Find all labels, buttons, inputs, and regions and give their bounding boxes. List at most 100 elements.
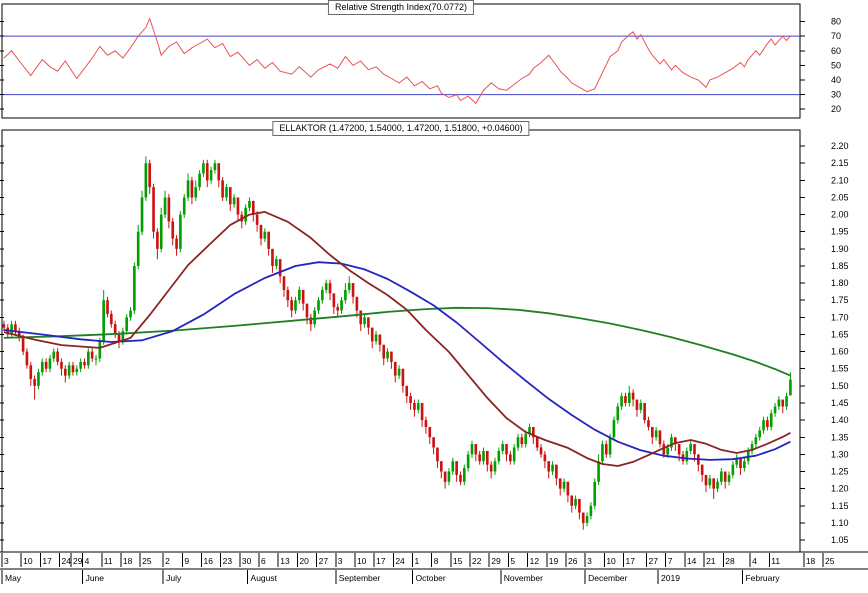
price-y-tick-label: 2.10 bbox=[831, 175, 849, 185]
down-candle bbox=[117, 334, 121, 342]
down-candle bbox=[378, 334, 382, 345]
up-candle bbox=[48, 358, 52, 369]
up-candle bbox=[597, 461, 600, 482]
rsi-y-tick-label: 40 bbox=[831, 75, 841, 85]
x-axis-day-label: 17 bbox=[42, 556, 52, 566]
price-y-tick-label: 1.80 bbox=[831, 278, 849, 288]
down-candle bbox=[286, 289, 290, 301]
down-candle bbox=[255, 214, 259, 225]
down-candle bbox=[420, 402, 424, 421]
rsi-indicator-line bbox=[3, 17, 791, 105]
down-candle bbox=[662, 444, 666, 455]
down-candle bbox=[152, 187, 155, 232]
up-candle bbox=[202, 163, 205, 174]
x-axis-day-label: 18 bbox=[806, 556, 816, 566]
up-candle bbox=[762, 420, 765, 431]
up-candle bbox=[601, 444, 604, 462]
up-candle bbox=[773, 406, 777, 414]
price-y-tick-label: 1.55 bbox=[831, 364, 849, 374]
down-candle bbox=[351, 283, 355, 297]
price-y-tick-label: 1.25 bbox=[831, 467, 849, 477]
up-candle bbox=[462, 468, 466, 482]
down-candle bbox=[535, 437, 539, 448]
down-candle bbox=[558, 478, 562, 489]
price-panel-title: ELLAKTOR (1.47200, 1.54000, 1.47200, 1.5… bbox=[272, 121, 530, 136]
up-candle bbox=[416, 402, 420, 410]
x-axis-day-label: 11 bbox=[104, 556, 113, 566]
down-candle bbox=[106, 300, 109, 314]
up-candle bbox=[363, 317, 366, 325]
up-candle bbox=[294, 300, 297, 311]
x-axis-day-label: 5 bbox=[510, 556, 515, 566]
x-axis-day-label: 25 bbox=[142, 556, 152, 566]
price-y-tick-label: 1.35 bbox=[831, 432, 849, 442]
ma-medium-line bbox=[3, 261, 791, 461]
up-candle bbox=[482, 450, 485, 462]
down-candle bbox=[401, 368, 405, 386]
x-axis-month-label: December bbox=[588, 573, 627, 583]
down-candle bbox=[33, 379, 36, 386]
x-axis-day-label: 24 bbox=[395, 556, 405, 566]
price-y-tick-label: 1.85 bbox=[831, 261, 849, 271]
up-candle bbox=[447, 471, 451, 482]
x-axis-month-label: October bbox=[416, 573, 446, 583]
up-candle bbox=[274, 259, 278, 266]
up-candle bbox=[244, 207, 247, 222]
x-axis: 3 10 17 24 29 4 11 18 25 2 9 16 23 30 6 13 20 27 3 10 17 24 1 8… bbox=[1, 553, 835, 584]
up-candle bbox=[125, 317, 129, 332]
up-candle bbox=[40, 361, 44, 373]
down-candle bbox=[370, 327, 374, 342]
x-axis-day-label: 28 bbox=[725, 556, 735, 566]
down-candle bbox=[436, 447, 439, 462]
up-candle bbox=[121, 331, 125, 342]
x-axis-day-label: 6 bbox=[261, 556, 266, 566]
down-candle bbox=[259, 224, 263, 239]
down-candle bbox=[486, 450, 489, 465]
up-candle bbox=[344, 289, 347, 301]
x-axis-day-label: 25 bbox=[825, 556, 835, 566]
x-axis-day-label: 29 bbox=[73, 556, 83, 566]
down-candle bbox=[278, 259, 282, 277]
up-candle bbox=[639, 402, 643, 410]
x-axis-day-label: 15 bbox=[453, 556, 463, 566]
down-candle bbox=[704, 474, 708, 486]
down-candle bbox=[459, 474, 462, 482]
up-candle bbox=[186, 180, 190, 198]
x-axis-day-label: 27 bbox=[649, 556, 659, 566]
price-y-tick-label: 1.20 bbox=[831, 484, 849, 494]
up-candle bbox=[94, 358, 98, 360]
rsi-y-tick-label: 70 bbox=[831, 31, 841, 41]
up-candle bbox=[789, 379, 792, 396]
price-y-tick-label: 1.30 bbox=[831, 449, 849, 459]
down-candle bbox=[624, 396, 627, 403]
down-candle bbox=[56, 351, 59, 362]
down-candle bbox=[271, 248, 274, 266]
up-candle bbox=[136, 231, 140, 266]
up-candle bbox=[232, 197, 236, 205]
x-axis-month-label: July bbox=[166, 573, 182, 583]
price-y-tick-label: 1.50 bbox=[831, 381, 849, 391]
x-axis-day-label: 21 bbox=[706, 556, 716, 566]
down-candle bbox=[367, 317, 370, 328]
up-candle bbox=[497, 450, 501, 462]
up-candle bbox=[470, 444, 474, 455]
up-candle bbox=[324, 283, 328, 290]
down-candle bbox=[712, 478, 715, 489]
up-candle bbox=[386, 351, 389, 359]
rsi-panel-title: Relative Strength Index(70.0772) bbox=[327, 0, 475, 15]
down-candle bbox=[723, 471, 727, 482]
x-axis-day-label: 11 bbox=[771, 556, 780, 566]
price-y-tick-label: 1.75 bbox=[831, 295, 849, 305]
x-axis-day-label: 18 bbox=[123, 556, 133, 566]
down-candle bbox=[409, 396, 412, 403]
down-candle bbox=[505, 444, 508, 455]
up-candle bbox=[98, 341, 102, 359]
x-axis-day-label: 22 bbox=[472, 556, 482, 566]
down-candle bbox=[532, 426, 535, 438]
down-candle bbox=[359, 310, 363, 325]
x-axis-month-label: November bbox=[504, 573, 543, 583]
down-candle bbox=[489, 464, 493, 472]
down-candle bbox=[647, 420, 650, 427]
rsi-y-tick-label: 20 bbox=[831, 104, 841, 114]
